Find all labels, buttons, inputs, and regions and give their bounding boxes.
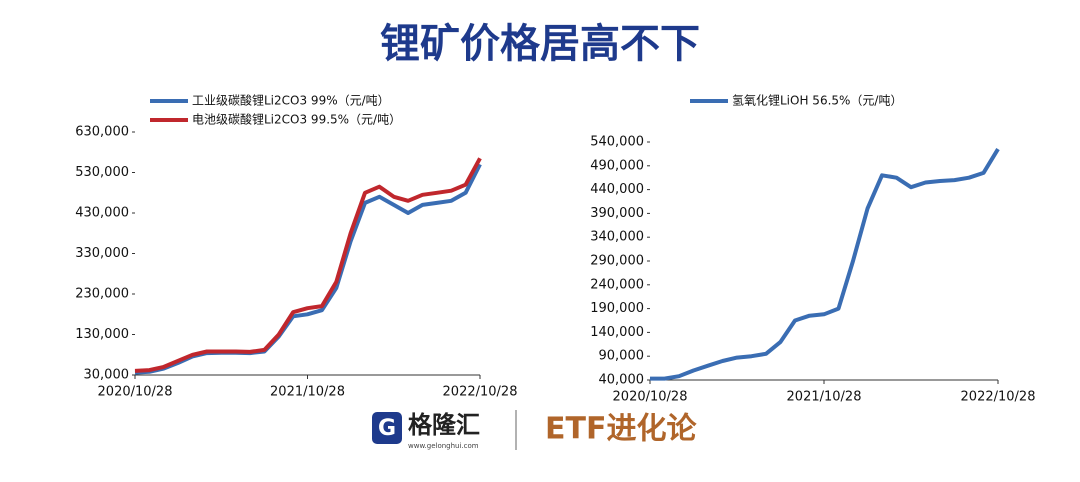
column-name: ETF进化论 — [545, 412, 697, 447]
y-tick-label: 390,000 — [590, 206, 644, 221]
x-tick-label: 2022/10/28 — [961, 390, 1036, 405]
y-tick-label: 490,000 — [590, 158, 644, 173]
x-tick-label: 2021/10/28 — [270, 385, 345, 400]
y-tick-label: 290,000 — [590, 254, 644, 269]
y-tick-label: 440,000 — [590, 182, 644, 197]
legend-label: 工业级碳酸锂Li2CO3 99%（元/吨） — [192, 93, 390, 108]
y-tick-label: 190,000 — [590, 301, 644, 316]
y-tick-label: 430,000 — [75, 206, 129, 221]
x-tick-label: 2020/10/28 — [98, 385, 173, 400]
y-tick-label: 140,000 — [590, 325, 644, 340]
logo-letter: G — [378, 416, 396, 441]
y-tick-label: 630,000 — [75, 125, 129, 140]
y-tick-label: 330,000 — [75, 246, 129, 261]
y-tick-label: 540,000 — [590, 135, 644, 150]
y-tick-label: 90,000 — [599, 349, 645, 364]
legend-label: 电池级碳酸锂Li2CO3 99.5%（元/吨） — [192, 112, 401, 127]
brand-site: www.gelonghui.com — [408, 442, 479, 450]
x-tick-label: 2020/10/28 — [613, 390, 688, 405]
y-tick-label: 340,000 — [590, 230, 644, 245]
footer: G 格隆汇 www.gelonghui.com ETF进化论 — [372, 410, 697, 450]
y-tick-label: 130,000 — [75, 327, 129, 342]
y-tick-label: 30,000 — [84, 368, 130, 383]
y-tick-label: 230,000 — [75, 287, 129, 302]
page-title: 锂矿价格居高不下 — [380, 21, 700, 67]
x-tick-label: 2021/10/28 — [787, 390, 862, 405]
series-line — [650, 148, 1000, 381]
y-tick-label: 240,000 — [590, 277, 644, 292]
series-line — [134, 157, 482, 373]
brand: 格隆汇 — [408, 411, 480, 439]
y-tick-label: 40,000 — [599, 373, 645, 388]
legend-label: 氢氧化锂LiOH 56.5%（元/吨） — [732, 93, 902, 108]
y-tick-label: 530,000 — [75, 165, 129, 180]
x-tick-label: 2022/10/28 — [443, 385, 518, 400]
logo-icon — [372, 412, 402, 444]
